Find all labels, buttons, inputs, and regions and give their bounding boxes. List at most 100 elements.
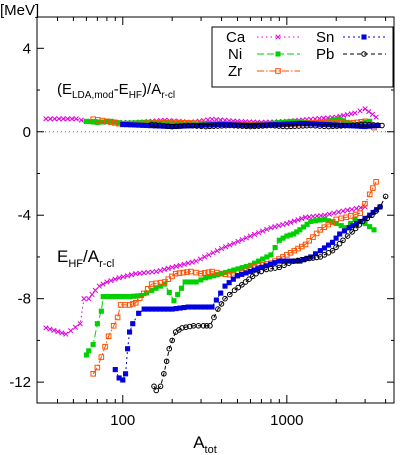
data-point-pb — [218, 301, 225, 307]
marker-stroke — [60, 116, 66, 122]
marker-stroke — [77, 321, 83, 327]
data-point-ni — [83, 352, 89, 358]
marker-stroke — [344, 207, 351, 213]
series-line-ni-lower — [85, 218, 375, 356]
marker-stroke — [133, 270, 139, 277]
marker-stroke — [264, 226, 270, 233]
marker-stroke — [128, 272, 135, 278]
marker-stroke — [197, 256, 204, 262]
data-point-ca — [181, 261, 187, 267]
data-point-ca — [189, 259, 195, 265]
marker-stroke — [177, 262, 183, 268]
marker-stroke — [251, 231, 258, 238]
data-point-ca — [295, 217, 301, 223]
data-point-ca — [153, 268, 159, 275]
marker-stroke — [318, 212, 324, 219]
series-line-sn-lower — [114, 206, 381, 381]
marker-stroke — [153, 268, 159, 275]
data-point-ni — [122, 294, 128, 300]
marker-stroke — [362, 204, 368, 210]
marker-stroke — [306, 214, 313, 220]
marker-stroke — [169, 264, 175, 271]
data-point-ca — [116, 275, 122, 281]
annotation-upper-main: (E — [57, 81, 72, 98]
data-point-sn — [337, 231, 343, 237]
data-point-zr — [172, 270, 179, 277]
data-point-pb — [169, 337, 175, 344]
data-point-sn — [189, 304, 195, 310]
data-point-pb — [219, 123, 225, 129]
data-point-zr — [362, 200, 368, 207]
data-point-ca — [59, 330, 65, 336]
data-point-sn — [222, 283, 228, 289]
data-point-zr — [110, 323, 117, 329]
data-point-zr — [136, 295, 143, 301]
annotation-lower-sub1: HF — [68, 258, 83, 270]
data-point-pb — [258, 268, 265, 275]
marker-stroke — [189, 259, 195, 265]
data-point-zr — [114, 314, 121, 321]
data-point-pb — [350, 122, 356, 129]
data-point-pb — [210, 123, 217, 129]
marker-stroke — [116, 275, 122, 281]
data-point-ca — [47, 116, 53, 122]
legend-label: Ca — [226, 29, 246, 46]
data-point-zr — [104, 118, 110, 125]
data-point-pb — [179, 325, 185, 331]
data-point-sn — [194, 304, 200, 310]
data-point-pb — [382, 193, 389, 200]
marker-stroke — [100, 281, 106, 287]
data-point-ca — [63, 331, 69, 337]
data-point-ca — [366, 108, 372, 115]
data-point-pb — [214, 123, 221, 129]
data-point-ni — [112, 294, 118, 300]
data-point-ni — [272, 245, 278, 251]
marker-stroke — [227, 242, 233, 248]
data-point-ca — [335, 209, 342, 215]
marker-stroke — [247, 233, 254, 239]
data-point-ca — [340, 208, 346, 214]
data-point-pb — [177, 123, 183, 129]
data-point-sn — [218, 290, 224, 296]
data-point-zr — [226, 271, 233, 278]
marker-stroke — [206, 252, 212, 258]
data-point-pb — [253, 270, 259, 277]
data-point-ca — [120, 274, 126, 280]
marker-stroke — [268, 225, 274, 231]
data-point-zr — [310, 234, 316, 240]
data-point-ca — [243, 235, 249, 241]
data-point-pb — [242, 279, 249, 285]
marker-stroke — [96, 283, 103, 289]
data-point-ca — [227, 242, 233, 248]
data-point-pb — [169, 123, 175, 130]
annotation-lower-main: E — [57, 247, 68, 266]
data-point-sn — [130, 321, 136, 327]
data-point-ca — [60, 116, 66, 122]
marker-stroke — [43, 116, 49, 122]
marker-stroke — [51, 327, 57, 334]
marker-stroke — [69, 116, 75, 122]
data-point-ni — [98, 308, 104, 314]
data-point-ca — [235, 238, 241, 245]
marker-stroke — [302, 214, 309, 220]
data-point-pb — [284, 123, 290, 130]
data-point-ni — [198, 277, 204, 283]
data-point-sn — [230, 276, 236, 282]
annotation-upper-sub2: HF — [129, 90, 142, 101]
data-point-ca — [112, 276, 118, 282]
data-point-sn — [144, 122, 150, 129]
data-point-ca — [218, 245, 225, 252]
marker-stroke — [193, 258, 199, 264]
marker-stroke — [181, 261, 187, 267]
y-axis-unit-label: [MeV] — [0, 2, 39, 19]
data-point-pb — [304, 122, 310, 129]
annotation-upper-tail: )/A — [142, 81, 161, 98]
legend-marker-sample — [275, 68, 281, 74]
data-point-pb — [200, 323, 207, 329]
data-point-ca — [100, 281, 106, 287]
data-point-zr — [362, 118, 368, 125]
data-point-ca — [169, 264, 175, 271]
data-point-ca — [43, 325, 49, 331]
data-point-pb — [379, 122, 385, 129]
